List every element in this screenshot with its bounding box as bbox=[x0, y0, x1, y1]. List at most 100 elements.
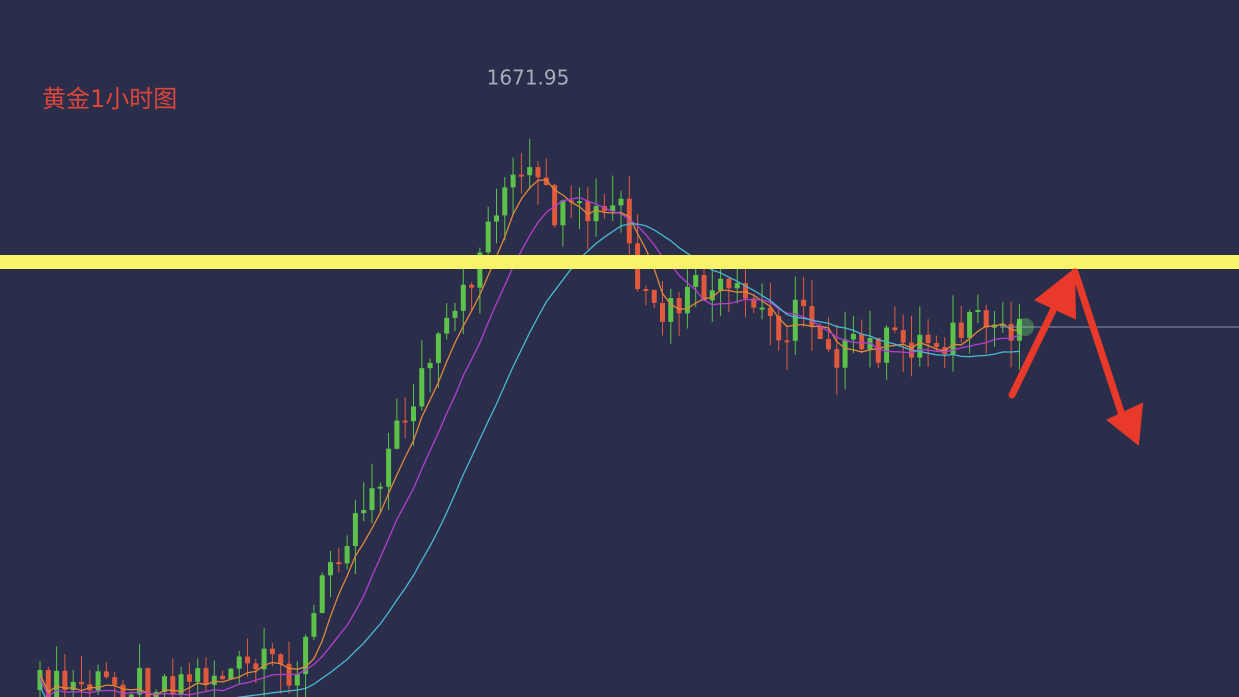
candle-body bbox=[377, 486, 383, 489]
candle-body bbox=[245, 656, 250, 664]
candle-body bbox=[319, 575, 325, 614]
candle-body bbox=[900, 330, 906, 343]
candle-body bbox=[62, 670, 68, 691]
candle-body bbox=[103, 671, 109, 678]
candle-body bbox=[701, 274, 707, 301]
candle-body bbox=[726, 278, 732, 289]
candle-body bbox=[236, 656, 242, 669]
candle-body bbox=[958, 322, 964, 338]
candle-body bbox=[577, 201, 582, 204]
candle-body bbox=[527, 167, 533, 176]
candle-body bbox=[261, 648, 267, 670]
candle-body bbox=[651, 289, 657, 303]
arrows bbox=[1008, 267, 1144, 446]
candle-body bbox=[1016, 318, 1022, 341]
candle-body bbox=[502, 187, 508, 216]
candle-body bbox=[303, 636, 309, 675]
candle-body bbox=[435, 333, 441, 363]
candle-body bbox=[137, 668, 143, 695]
candle-body bbox=[734, 283, 740, 289]
candle-body bbox=[477, 252, 483, 288]
candle-body bbox=[543, 177, 549, 186]
candle-body bbox=[518, 174, 524, 177]
candle-body bbox=[967, 311, 973, 338]
candle-body bbox=[37, 670, 43, 690]
candle-body bbox=[278, 654, 284, 664]
candle-body bbox=[95, 671, 101, 691]
candle-body bbox=[203, 668, 209, 685]
candle-body bbox=[826, 339, 831, 350]
candle-body bbox=[311, 613, 317, 637]
candle-body bbox=[253, 663, 259, 670]
candle-body bbox=[751, 298, 757, 308]
candle-body bbox=[195, 668, 201, 682]
moving-average bbox=[39, 223, 1020, 697]
candle-body bbox=[361, 510, 367, 514]
candle-body bbox=[485, 221, 491, 253]
candle-body bbox=[842, 339, 848, 368]
candle-body bbox=[79, 681, 84, 685]
arrow-down-head bbox=[1106, 402, 1144, 446]
candle-body bbox=[585, 201, 591, 222]
candle-body bbox=[817, 325, 823, 340]
moving-average bbox=[39, 179, 1020, 696]
candle-body bbox=[394, 420, 400, 449]
candle-body bbox=[792, 299, 798, 341]
candle-body bbox=[626, 198, 632, 244]
candle-body bbox=[336, 562, 342, 565]
candle-body bbox=[668, 298, 674, 322]
candle-body bbox=[718, 278, 724, 291]
candle-body bbox=[411, 406, 416, 422]
candle-body bbox=[684, 286, 690, 314]
candle-body bbox=[850, 333, 856, 340]
moving-averages bbox=[39, 179, 1020, 697]
high-label: 1671.95 bbox=[487, 66, 570, 90]
candle-body bbox=[178, 674, 184, 695]
candle-body bbox=[120, 684, 126, 697]
candle-body bbox=[925, 334, 931, 344]
candle-body bbox=[145, 668, 151, 697]
candle-body bbox=[975, 310, 981, 313]
candle-body bbox=[128, 694, 134, 697]
candle-body bbox=[618, 198, 624, 206]
candle-body bbox=[352, 513, 358, 547]
arrow-down bbox=[1071, 268, 1126, 419]
candle-body bbox=[494, 215, 499, 222]
moving-average bbox=[39, 196, 1020, 697]
candle-body bbox=[112, 677, 118, 685]
candle-body bbox=[328, 562, 333, 576]
candle-body bbox=[170, 676, 176, 695]
candle-body bbox=[560, 200, 566, 226]
candle-body bbox=[344, 546, 350, 564]
candle-body bbox=[45, 670, 51, 697]
candle-body bbox=[294, 674, 300, 686]
candle-body bbox=[444, 317, 450, 334]
candle-body bbox=[535, 167, 541, 178]
candle-body bbox=[610, 205, 616, 212]
candle-body bbox=[892, 327, 898, 331]
candle-body bbox=[933, 343, 939, 348]
candle-body bbox=[767, 307, 773, 317]
candle-body bbox=[186, 674, 192, 682]
candle-body bbox=[593, 206, 599, 222]
candle-body bbox=[867, 338, 873, 350]
candle-body bbox=[402, 420, 408, 423]
candle-body bbox=[759, 307, 765, 310]
candle-body bbox=[776, 316, 782, 341]
candle-body bbox=[211, 675, 217, 685]
candle-body bbox=[709, 290, 715, 301]
candle-body bbox=[369, 488, 375, 511]
candle-body bbox=[220, 675, 226, 680]
candle-body bbox=[875, 338, 881, 363]
candle-body bbox=[693, 274, 699, 287]
candle-body bbox=[460, 284, 466, 311]
candle-body bbox=[1000, 323, 1006, 326]
candle-body bbox=[162, 676, 167, 693]
candle-body bbox=[809, 306, 815, 326]
candle-body bbox=[70, 681, 76, 691]
candle-body bbox=[1008, 323, 1014, 341]
candle-body bbox=[228, 668, 234, 680]
arrow-up-head bbox=[1034, 267, 1077, 320]
